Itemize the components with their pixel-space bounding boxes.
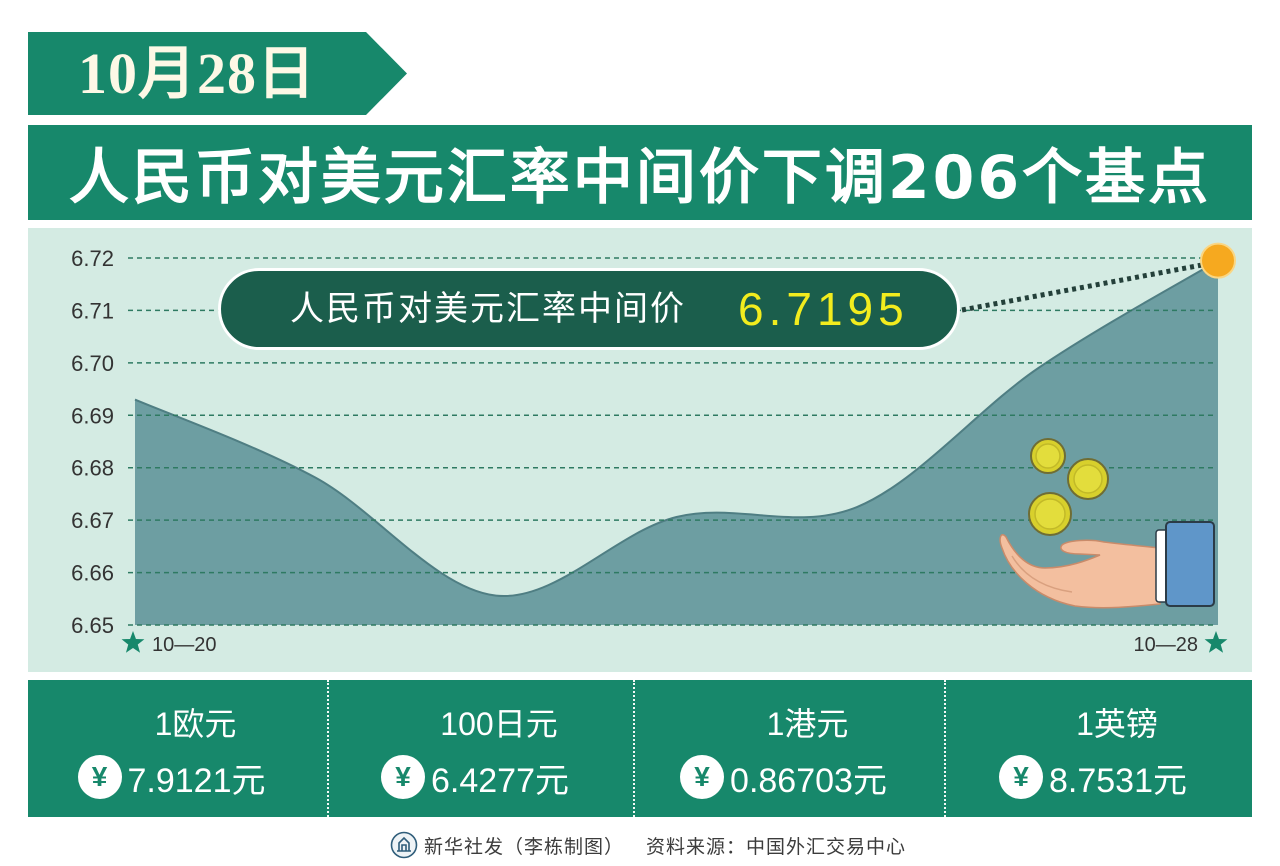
currency-label: 1欧元 [154,706,237,742]
exchange-rates-panel: 1欧元 ¥ 7.9121元 100日元 ¥ 6.4277元 1港元 ¥ 0.86… [28,680,1252,817]
y-tick-label: 6.69 [71,403,114,428]
y-axis: 6.72 6.71 6.70 6.69 6.68 6.67 6.66 6.65 [71,246,114,638]
series-line [134,259,1219,597]
star-icon [121,631,145,653]
rate-value: 0.86703元 [730,761,887,800]
date-banner: 10月28日 [28,32,407,115]
rate-value: 8.7531元 [1049,761,1187,800]
yen-icon: ¥ [680,755,725,799]
rate-value: 7.9121元 [127,761,266,800]
rate-row: ¥ 7.9121元 [28,755,327,800]
rate-value: 6.4277元 [431,761,569,800]
data-point [1035,366,1041,372]
data-point [132,397,138,403]
hand-with-coins-illustration [999,438,1215,609]
x-tick-label-start: 10—20 [152,634,217,656]
coin-icon [1028,492,1072,536]
sleeve [1165,521,1215,607]
x-axis: 10—20 10—28 [121,631,1228,656]
y-tick-label: 6.65 [71,613,114,638]
xinhua-logo [390,831,418,859]
area-fill [135,260,1218,625]
callout-connector [961,262,1205,313]
callout-value: 6.7195 [738,283,909,335]
latest-value-marker [1200,242,1236,279]
data-point [313,475,319,481]
footer: 新华社发（李栋制图） 资料来源：中国外汇交易中心 [390,831,906,859]
currency-label: 1港元 [766,706,849,742]
rate-card-gbp: 1英镑 ¥ 8.7531元 [944,680,1252,817]
rate-row: ¥ 8.7531元 [946,755,1252,800]
yen-icon: ¥ [77,755,122,799]
coin-icon [1067,458,1109,500]
yen-icon: ¥ [381,755,425,799]
data-point [674,514,680,520]
source-text: 资料来源：中国外汇交易中心 [646,836,907,858]
coin-icon [1030,438,1066,474]
star-icon [1204,631,1228,653]
x-tick-label-end: 10—28 [1134,634,1199,656]
yen-icon: ¥ [999,755,1043,799]
page-title: 人民币对美元汇率中间价下调206个基点 [68,143,1212,213]
callout-label: 人民币对美元汇率中间价 [290,290,686,328]
rate-row: ¥ 6.4277元 [329,755,633,800]
currency-label: 100日元 [440,706,558,742]
rate-card-jpy: 100日元 ¥ 6.4277元 [327,680,633,817]
y-tick-label: 6.67 [71,508,114,533]
date-label: 10月28日 [78,41,317,106]
data-point [493,593,499,599]
rate-row: ¥ 0.86703元 [635,755,944,800]
area-series [132,259,1219,625]
rate-card-hkd: 1港元 ¥ 0.86703元 [633,680,944,817]
hand-icon [999,534,1161,609]
y-tick-label: 6.72 [71,246,114,271]
rate-card-eur: 1欧元 ¥ 7.9121元 [28,680,327,817]
y-tick-label: 6.66 [71,561,114,586]
latest-value-callout: 人民币对美元汇率中间价 6.7195 [218,268,960,350]
y-tick-label: 6.70 [71,351,114,376]
title-bar: 人民币对美元汇率中间价下调206个基点 [28,125,1252,220]
data-point [854,504,860,510]
credit-text: 新华社发（李栋制图） [424,836,625,858]
y-tick-label: 6.71 [71,298,114,323]
currency-label: 1英镑 [1076,706,1158,742]
y-tick-label: 6.68 [71,456,114,481]
